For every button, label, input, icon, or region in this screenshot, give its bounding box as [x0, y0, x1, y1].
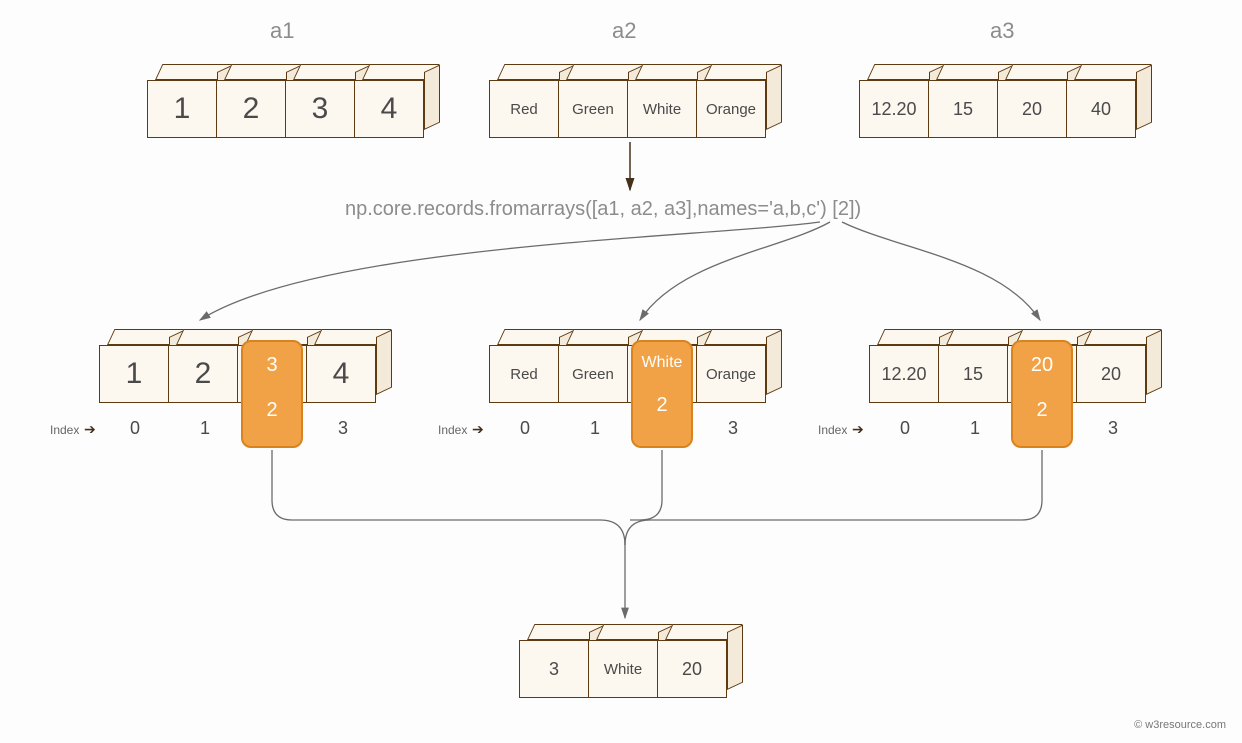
- highlight-value: 3: [266, 354, 277, 377]
- arrow-icon: ➔: [472, 421, 484, 438]
- a3-cell: 15: [928, 80, 998, 138]
- label-a3: a3: [990, 18, 1014, 44]
- result-cell: 20: [657, 640, 727, 698]
- index-number: 0: [515, 418, 535, 439]
- index-number: 3: [723, 418, 743, 439]
- highlight-index: 2: [656, 394, 667, 417]
- highlight-a2: White 2: [631, 340, 693, 448]
- array-a2-top: Red Green White Orange: [490, 80, 766, 138]
- label-a2: a2: [612, 18, 636, 44]
- a2-cell: Orange: [696, 345, 766, 403]
- a3-cell: 12.20: [869, 345, 939, 403]
- result-cell: White: [588, 640, 658, 698]
- a1-cell: 1: [99, 345, 169, 403]
- highlight-a3: 20 2: [1011, 340, 1073, 448]
- a2-cell: White: [627, 80, 697, 138]
- a2-cell: Orange: [696, 80, 766, 138]
- array-a1-mid: 1 2 4: [100, 345, 376, 403]
- a2-cell: Green: [558, 80, 628, 138]
- index-number: 3: [1103, 418, 1123, 439]
- index-label: Index: [438, 423, 467, 437]
- a3-cell: 15: [938, 345, 1008, 403]
- a1-cell: 1: [147, 80, 217, 138]
- highlight-index: 2: [266, 399, 277, 422]
- array-a3-mid: 12.20 15 20: [870, 345, 1146, 403]
- a1-cell: 4: [306, 345, 376, 403]
- index-number: 1: [585, 418, 605, 439]
- a3-cell: 12.20: [859, 80, 929, 138]
- a2-cell: Green: [558, 345, 628, 403]
- a1-cell: 3: [285, 80, 355, 138]
- a1-cell: 2: [216, 80, 286, 138]
- arrow-icon: ➔: [852, 421, 864, 438]
- index-number: 1: [965, 418, 985, 439]
- index-number: 1: [195, 418, 215, 439]
- a3-cell: 40: [1066, 80, 1136, 138]
- a2-cell: Red: [489, 345, 559, 403]
- highlight-a1: 3 2: [241, 340, 303, 448]
- result-array: 3 White 20: [520, 640, 727, 698]
- array-a3-top: 12.20 15 20 40: [860, 80, 1136, 138]
- arrow-icon: ➔: [84, 421, 96, 438]
- a2-cell: Red: [489, 80, 559, 138]
- highlight-index: 2: [1036, 399, 1047, 422]
- index-label: Index: [50, 423, 79, 437]
- index-number: 0: [125, 418, 145, 439]
- copyright-text: © w3resource.com: [1134, 719, 1226, 731]
- a3-cell: 20: [1076, 345, 1146, 403]
- highlight-value: White: [642, 354, 683, 372]
- index-label: Index: [818, 423, 847, 437]
- highlight-value: 20: [1031, 354, 1053, 377]
- a1-cell: 2: [168, 345, 238, 403]
- code-expression: np.core.records.fromarrays([a1, a2, a3],…: [345, 198, 861, 221]
- array-a1-top: 1 2 3 4: [148, 80, 424, 138]
- index-number: 0: [895, 418, 915, 439]
- a1-cell: 4: [354, 80, 424, 138]
- a3-cell: 20: [997, 80, 1067, 138]
- label-a1: a1: [270, 18, 294, 44]
- result-cell: 3: [519, 640, 589, 698]
- array-a2-mid: Red Green Orange: [490, 345, 766, 403]
- index-number: 3: [333, 418, 353, 439]
